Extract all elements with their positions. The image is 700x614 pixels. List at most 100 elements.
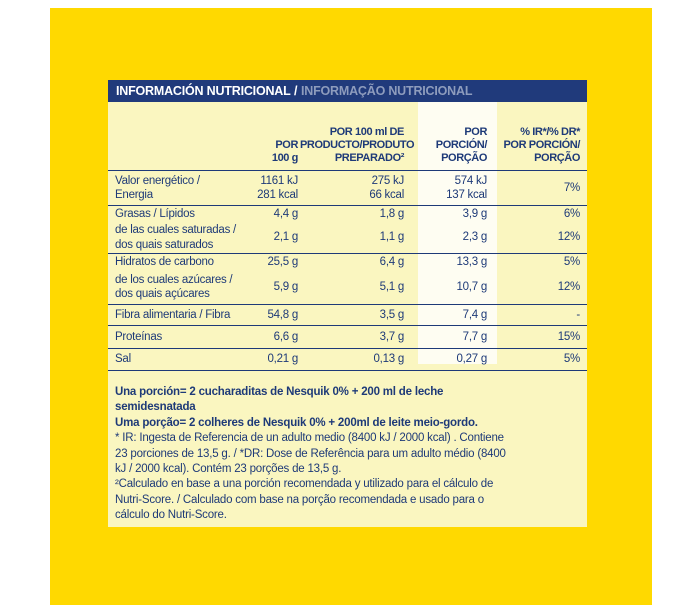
sugars-per-100ml: 5,1 g [379,280,405,293]
fiber-per-100ml: 3,5 g [379,308,405,321]
energy-per-100ml: 275 kJ 66 kcal [300,174,418,203]
header-ir-dr-line: % IR*/% DR* [520,126,580,138]
sugars-ir: 12% [557,280,581,293]
sugars-per-portion: 10,7 g [456,280,488,293]
saturated-fat-per-100g: 2,1 g [273,231,299,244]
saturated-fat-label: de las cuales saturadas / dos quais satu… [108,223,240,252]
energy-kj-100g: 1161 kJ [260,174,298,187]
carbohydrate-label: Hidratos de carbono [115,255,214,268]
salt-per-portion: 0,27 g [456,353,488,366]
fat-per-100g: 4,4 g [273,207,299,220]
footnotes: Una porción= 2 cucharaditas de Nesquik 0… [115,385,579,524]
header-per-100ml: POR 100 ml DE PRODUCTO/PRODUTO PREPARADO… [300,126,418,165]
energy-kcal-100g: 281 kcal [257,189,298,201]
panel-body: POR 100 g POR 100 ml DE PRODUCTO/PRODUTO… [108,102,587,527]
carbohydrate-per-portion: 13,3 g [456,255,488,268]
row-protein: Proteínas 6,6 g 3,7 g 7,7 g 15% [108,325,587,348]
energy-kj-portion: 574 kJ [454,174,488,187]
row-group-carbohydrate: Hidratos de carbono 25,5 g 6,4 g 13,3 g … [108,253,587,304]
fat-per-portion: 3,9 g [462,207,488,220]
carbohydrate-per-100g: 25,5 g [267,255,299,268]
fat-label: Grasas / Lípidos [115,207,195,220]
footnote-reference-line: * IR: Ingesta de Referencia de un adulto… [115,432,504,445]
energy-label-es: Valor energético / [115,174,200,187]
energy-kj-100ml: 275 kJ [371,174,405,187]
fiber-per-portion: 7,4 g [462,308,488,321]
row-fiber: Fibra alimentaria / Fibra 54,8 g 3,5 g 7… [108,304,587,325]
footnote-calculation-line: ²Calculado en base a una porción recomen… [115,478,494,491]
footnote-nutriscore-calculation: ²Calculado en base a una porción recomen… [115,477,579,523]
protein-per-100ml: 3,7 g [379,330,405,343]
salt-ir: 5% [563,353,580,366]
fiber-ir: - [576,308,580,321]
nutrition-table: POR 100 g POR 100 ml DE PRODUCTO/PRODUTO… [108,102,587,371]
energy-kcal-portion: 137 kcal [446,189,487,201]
footnote-serving-es: Una porción= 2 cucharaditas de Nesquik 0… [115,385,579,416]
saturated-fat-per-portion: 2,3 g [462,231,488,244]
row-group-fat: Grasas / Lípidos 4,4 g 1,8 g 3,9 g 6% de… [108,205,587,253]
energy-per-portion: 574 kJ 137 kcal [418,174,497,203]
saturated-fat-label-es: de las cuales saturadas / [115,224,236,236]
footnote-serving-pt: Uma porção= 2 colheres de Nesquik 0% + 2… [115,416,579,431]
sugars-label: de los cuales azúcares / dos quais açúca… [108,273,240,302]
sugars-label-es: de los cuales azúcares / [115,273,233,286]
footnote-calculation-line: Nutri-Score. / Calculado com base na por… [115,493,484,506]
fat-ir: 6% [563,207,580,220]
row-salt: Sal 0,21 g 0,13 g 0,27 g 5% [108,348,587,371]
header-per-100ml-line: POR 100 ml DE [329,126,405,138]
header-per-100ml-line: PRODUCTO/PRODUTO [300,139,415,151]
saturated-fat-ir: 12% [557,231,581,244]
footnote-calculation-line: cálculo do Nutri-Score. [115,509,227,522]
header-per-portion-line: PORÇÃO [441,152,487,164]
row-saturated-fat: de las cuales saturadas / dos quais satu… [108,222,587,253]
footnote-serving-es-line: Una porción= 2 cucharaditas de Nesquik 0… [115,386,444,398]
energy-ir: 7% [563,181,580,194]
header-per-100g-line: POR [275,139,298,151]
salt-per-100ml: 0,13 g [373,353,405,366]
protein-per-portion: 7,7 g [462,330,488,343]
header-per-portion: POR PORCIÓN/ PORÇÃO [418,126,497,165]
table-header-row: POR 100 g POR 100 ml DE PRODUCTO/PRODUTO… [108,102,587,170]
nutrition-panel: INFORMACIÓN NUTRICIONAL / INFORMAÇÃO NUT… [108,80,587,527]
carbohydrate-ir: 5% [563,255,580,268]
panel-title-bar: INFORMACIÓN NUTRICIONAL / INFORMAÇÃO NUT… [108,80,587,102]
per-portion-highlight-column [418,102,497,364]
row-carbohydrate: Hidratos de carbono 25,5 g 6,4 g 13,3 g … [108,254,587,270]
footnote-serving-es-line: semidesnatada [115,401,196,414]
package-background: INFORMACIÓN NUTRICIONAL / INFORMAÇÃO NUT… [50,8,652,605]
panel-title-spanish: INFORMACIÓN NUTRICIONAL [116,84,291,98]
carbohydrate-per-100ml: 6,4 g [379,255,405,268]
header-ir-dr: % IR*/% DR* POR PORCIÓN/ PORÇÃO [497,126,587,165]
row-energy: Valor energético / Energia 1161 kJ 281 k… [108,170,587,205]
energy-kcal-100ml: 66 kcal [369,189,404,201]
protein-label: Proteínas [115,330,162,343]
footnote-serving-pt-line: Uma porção= 2 colheres de Nesquik 0% + 2… [115,416,478,429]
energy-label: Valor energético / Energia [108,174,240,203]
panel-title-portuguese: INFORMAÇÃO NUTRICIONAL [300,84,473,98]
header-per-portion-line: POR [464,126,487,138]
header-ir-dr-line: POR PORCIÓN/ [503,139,581,151]
protein-ir: 15% [557,330,581,343]
panel-title-separator: / [290,84,301,98]
salt-label: Sal [115,353,131,366]
header-per-100ml-line: PREPARADO² [334,152,405,164]
row-fat: Grasas / Lípidos 4,4 g 1,8 g 3,9 g 6% [108,206,587,222]
saturated-fat-per-100ml: 1,1 g [379,231,405,244]
fiber-per-100g: 54,8 g [267,308,299,321]
fiber-label: Fibra alimentaria / Fibra [115,308,231,321]
footnote-reference-line: kJ / 2000 kcal). Contém 23 porções de 13… [115,463,342,476]
header-per-100g-line: 100 g [271,152,299,164]
sugars-label-pt: dos quais açúcares [115,288,210,300]
energy-per-100g: 1161 kJ 281 kcal [240,174,300,203]
header-ir-dr-line: PORÇÃO [534,152,580,164]
protein-per-100g: 6,6 g [273,330,299,343]
saturated-fat-label-pt: dos quais saturados [115,238,214,251]
footnote-reference-intake: * IR: Ingesta de Referencia de un adulto… [115,431,579,477]
row-sugars: de los cuales azúcares / dos quais açúca… [108,270,587,304]
fat-per-100ml: 1,8 g [379,207,405,220]
salt-per-100g: 0,21 g [267,353,299,366]
sugars-per-100g: 5,9 g [273,280,299,293]
energy-label-pt: Energia [115,189,153,201]
header-per-portion-line: PORCIÓN/ [435,139,488,151]
